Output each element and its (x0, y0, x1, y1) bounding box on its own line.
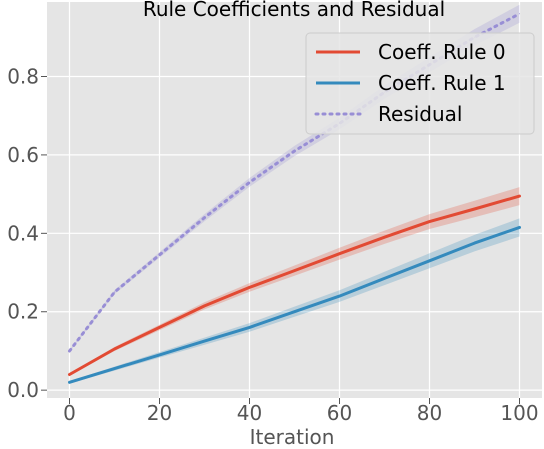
legend-label: Coeff. Rule 1 (378, 71, 506, 95)
x-axis-label: Iteration (250, 425, 335, 449)
x-tick-label: 80 (417, 401, 442, 425)
data-point (204, 305, 205, 307)
chart-title: Rule Coefficients and Residual (143, 0, 445, 21)
data-point (249, 181, 250, 183)
data-point (474, 242, 475, 244)
x-tick-label: 0 (63, 401, 76, 425)
data-point (249, 326, 250, 328)
data-point (294, 311, 295, 313)
y-tick-label: 0.2 (7, 300, 39, 324)
x-tick-label: 100 (500, 401, 538, 425)
data-point (159, 354, 160, 356)
legend: Coeff. Rule 0 Coeff. Rule 1 Residual (305, 32, 535, 135)
data-point (114, 291, 115, 293)
data-point (339, 253, 340, 255)
x-tick-label: 60 (327, 401, 352, 425)
data-point (429, 221, 430, 223)
x-axis-ticks: 0 20 40 60 80 100 (63, 398, 539, 425)
data-point (114, 368, 115, 370)
y-tick-label: 0.4 (7, 221, 39, 245)
series-lines (68, 12, 521, 384)
data-point (204, 340, 205, 342)
data-point (294, 270, 295, 272)
data-point (519, 195, 520, 197)
y-axis-ticks: 0.0 0.2 0.4 0.6 0.8 (7, 64, 47, 402)
legend-label: Residual (378, 102, 462, 126)
y-tick-label: 0.8 (7, 64, 39, 88)
confidence-band (69, 218, 520, 384)
data-point (159, 326, 160, 328)
data-point (519, 13, 520, 15)
data-point (204, 217, 205, 219)
confidence-band (69, 187, 520, 376)
data-point (249, 286, 250, 288)
data-point (69, 374, 70, 375)
data-point (69, 381, 70, 383)
data-point (339, 295, 340, 297)
data-point (519, 226, 520, 228)
legend-label: Coeff. Rule 0 (378, 40, 506, 64)
data-point (429, 260, 430, 262)
x-tick-label: 20 (147, 401, 172, 425)
y-tick-label: 0.0 (7, 378, 39, 402)
data-point (474, 208, 475, 210)
x-tick-label: 40 (237, 401, 262, 425)
data-point (384, 236, 385, 238)
data-point (69, 350, 70, 352)
legend-frame (305, 32, 535, 135)
y-tick-label: 0.6 (7, 143, 39, 167)
data-point (384, 277, 385, 279)
data-point (114, 348, 115, 350)
data-point (294, 150, 295, 152)
data-point (159, 254, 160, 256)
